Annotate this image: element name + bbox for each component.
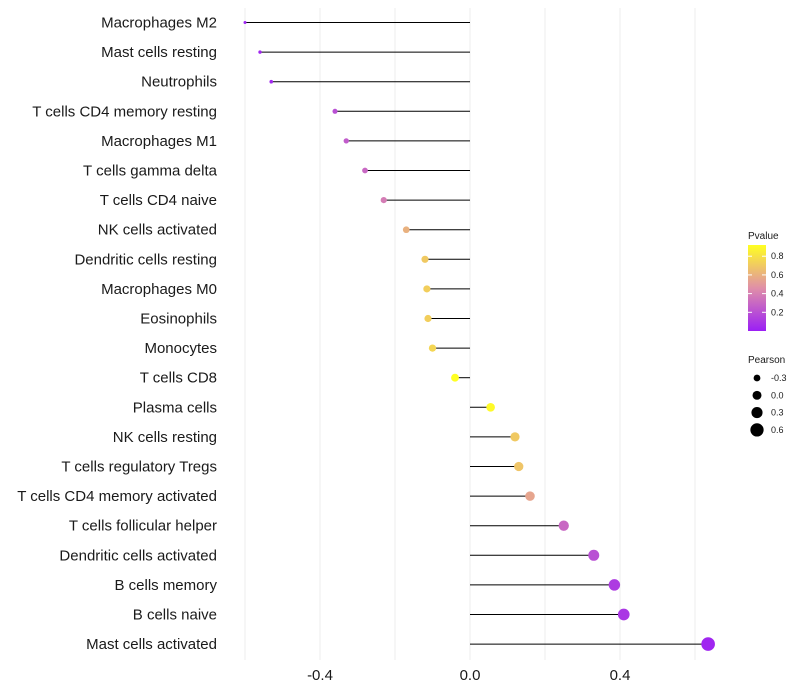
category-label: Plasma cells — [133, 399, 217, 416]
lollipop-dot — [701, 637, 715, 651]
category-label: T cells CD4 memory activated — [17, 488, 217, 505]
lollipop-dot — [243, 21, 247, 24]
category-label: Macrophages M1 — [101, 133, 217, 150]
lollipop-dot — [558, 520, 569, 531]
pvalue-legend-label: 0.4 — [771, 289, 784, 299]
lollipop-dots — [243, 21, 715, 651]
pearson-legend-label: 0.6 — [771, 425, 784, 435]
category-label: Dendritic cells activated — [59, 547, 217, 564]
pearson-legend: Pearson -0.3 0.0 0.3 0.6 — [748, 355, 787, 437]
category-labels: Macrophages M2 Mast cells resting Neutroph… — [17, 15, 217, 654]
category-label: Macrophages M0 — [101, 281, 217, 298]
pearson-legend-dot — [753, 374, 761, 382]
lollipop-dot — [332, 108, 338, 114]
category-label: B cells memory — [114, 577, 217, 594]
category-label: NK cells resting — [113, 429, 217, 446]
x-tick-label: 0.0 — [460, 667, 481, 684]
lollipop-dot — [402, 226, 410, 234]
lollipop-dot — [486, 402, 495, 412]
lollipop-dot — [514, 461, 524, 472]
pearson-legend-label: 0.0 — [771, 390, 784, 400]
category-label: T cells gamma delta — [83, 163, 218, 180]
lollipop-dot — [451, 373, 459, 382]
pearson-legend-dot — [751, 407, 763, 419]
pearson-legend-dot — [750, 423, 764, 437]
pvalue-legend-title: Pvalue — [748, 231, 779, 242]
lollipop-dot — [424, 314, 432, 323]
lollipop-dot — [343, 138, 349, 144]
lollipop-dot — [428, 344, 437, 352]
category-label: Mast cells resting — [101, 44, 217, 61]
pvalue-legend-label: 0.2 — [771, 307, 784, 317]
category-label: T cells follicular helper — [69, 518, 217, 535]
lollipop-dot — [258, 50, 262, 54]
category-label: Macrophages M2 — [101, 15, 217, 32]
x-tick-label: -0.4 — [307, 667, 333, 684]
category-label: T cells CD4 naive — [100, 192, 217, 209]
pvalue-legend-label: 0.6 — [771, 270, 784, 280]
lollipop-dot — [423, 285, 431, 293]
lollipop-dot — [269, 79, 274, 84]
lollipop-dot — [617, 608, 630, 621]
pearson-legend-label: -0.3 — [771, 373, 787, 383]
pearson-legend-label: 0.3 — [771, 408, 784, 418]
lollipop-dot — [510, 432, 520, 442]
category-label: Neutrophils — [141, 74, 217, 91]
lollipop-dot — [362, 167, 368, 174]
lollipop-dot — [608, 579, 621, 591]
x-tick-label: 0.4 — [610, 667, 631, 684]
category-label: Eosinophils — [140, 311, 217, 328]
lollipop-dot — [380, 197, 387, 204]
lollipop-dot — [525, 491, 535, 501]
category-label: T cells regulatory Tregs — [61, 459, 217, 476]
lollipop-dot — [421, 255, 429, 263]
gridlines — [244, 8, 696, 660]
category-label: T cells CD4 memory resting — [32, 103, 217, 120]
lollipop-dot — [588, 549, 600, 561]
x-axis-tick-labels: -0.4 0.0 0.4 — [307, 667, 630, 684]
pvalue-legend-label: 0.8 — [771, 251, 784, 261]
category-label: NK cells activated — [98, 222, 217, 239]
category-label: Monocytes — [144, 340, 217, 357]
category-label: Dendritic cells resting — [74, 251, 217, 268]
lollipop-stems — [245, 22, 709, 645]
pearson-legend-dot — [752, 390, 762, 400]
pvalue-legend: Pvalue 0.8 0.6 0.4 0.2 — [748, 231, 784, 331]
pvalue-colorbar — [748, 245, 766, 331]
category-label: B cells naive — [133, 607, 217, 624]
category-label: Mast cells activated — [86, 636, 217, 653]
pearson-legend-title: Pearson — [748, 355, 785, 366]
category-label: T cells CD8 — [140, 370, 217, 387]
